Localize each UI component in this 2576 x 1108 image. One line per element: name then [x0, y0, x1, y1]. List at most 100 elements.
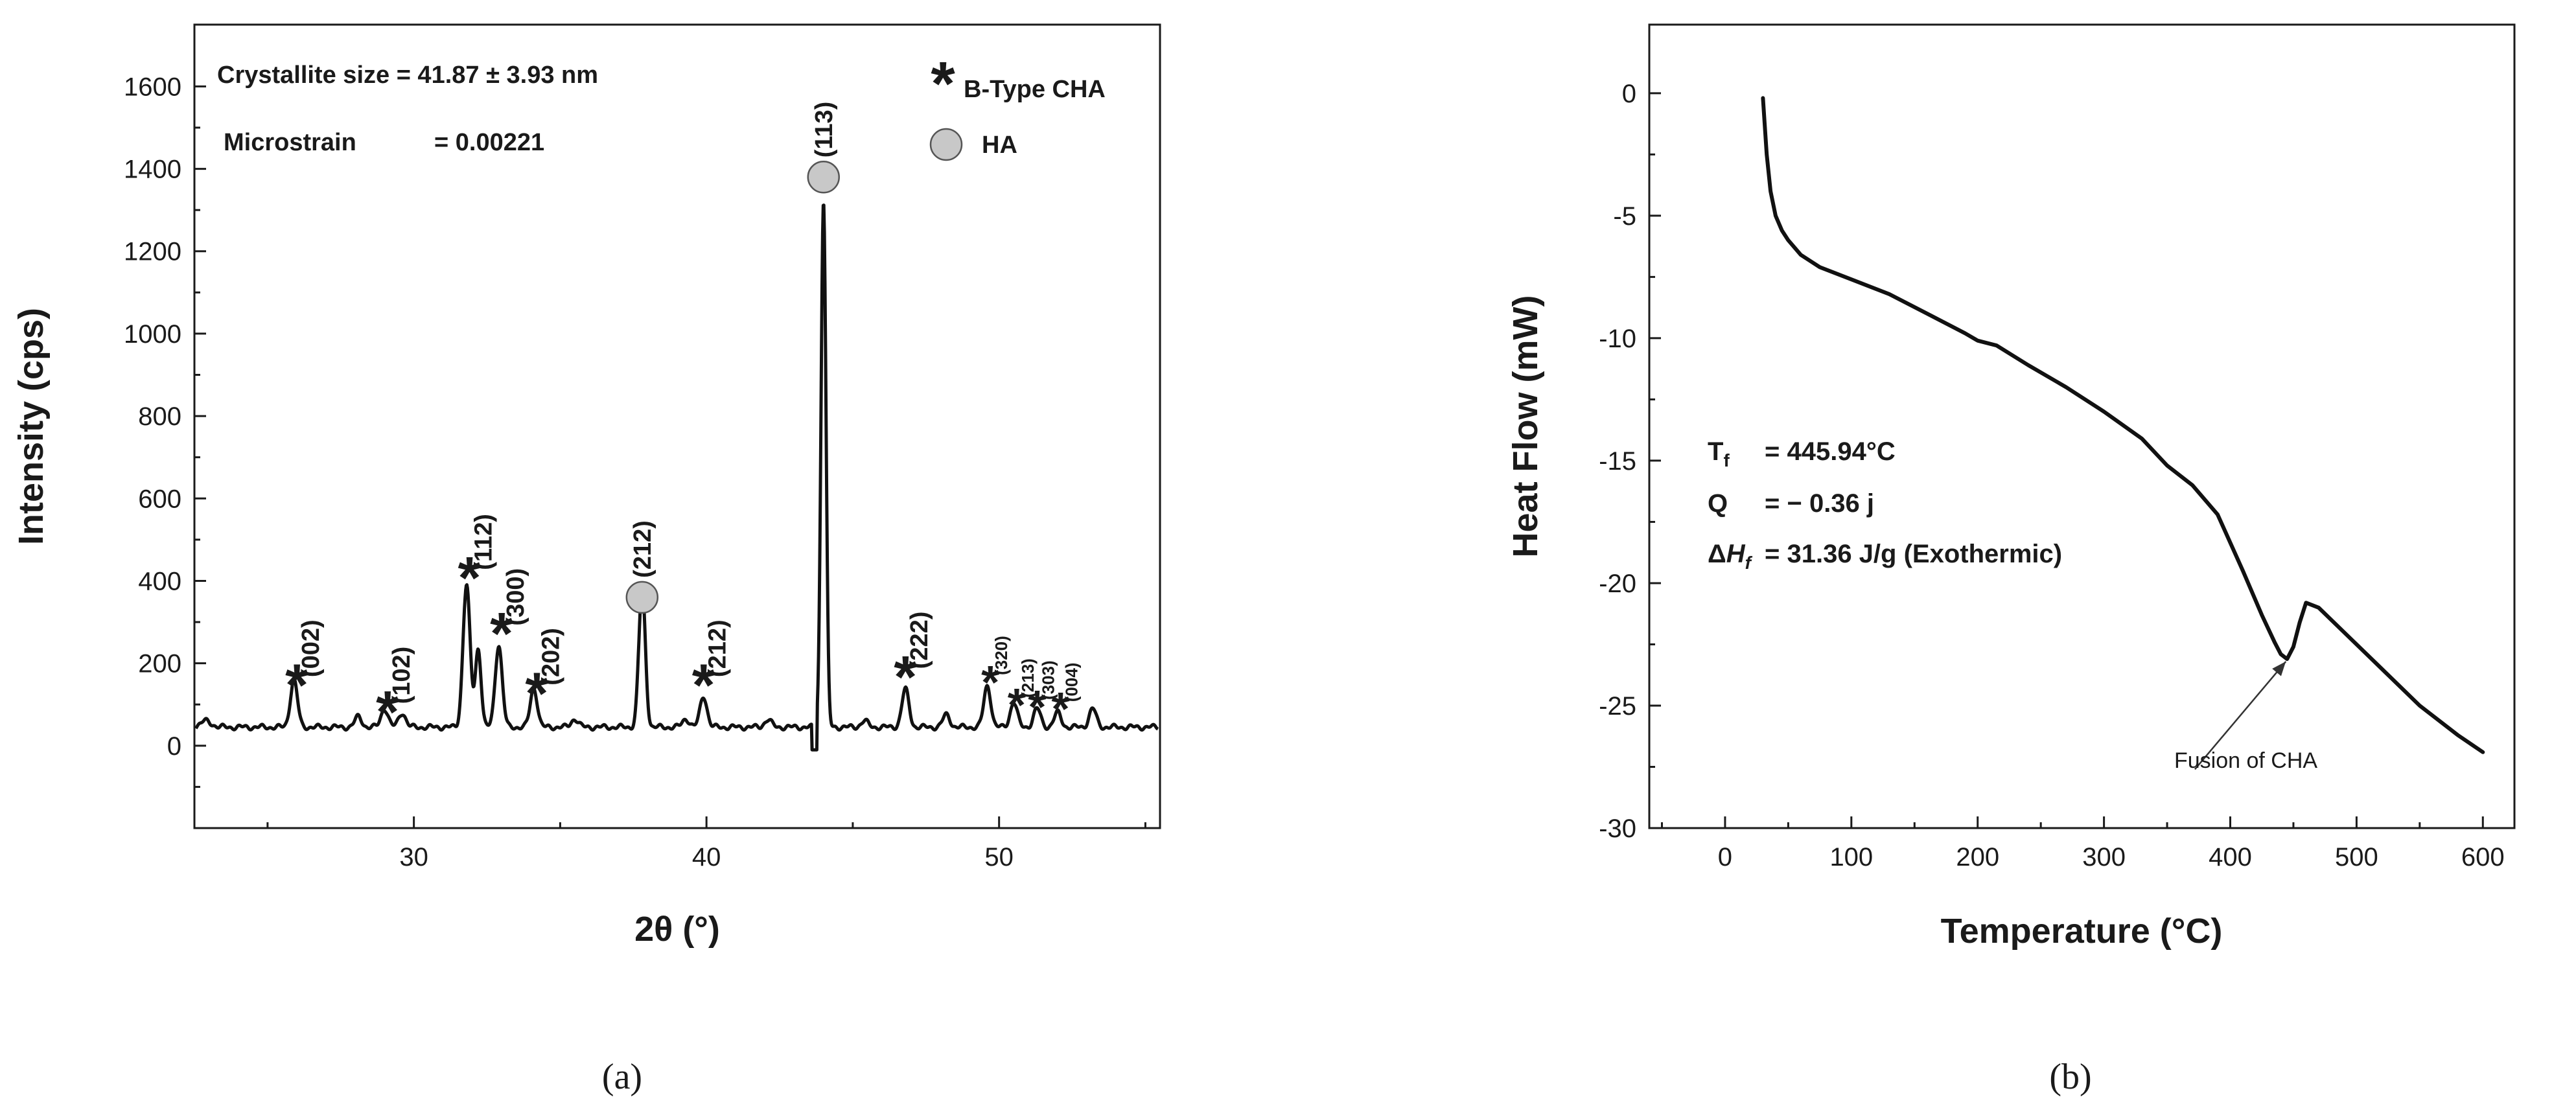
- cha-peak-marker: *: [458, 546, 482, 612]
- tf-annotation: Tf = 445.94°C: [1708, 437, 1896, 470]
- peak-label: *(320): [981, 636, 1011, 709]
- cha-peak-marker: *: [525, 661, 548, 727]
- peak-label: (212): [625, 520, 659, 614]
- enthalpy-annotation: ΔHf = 31.36 J/g (Exothermic): [1708, 540, 2062, 573]
- dh-h: H: [1726, 540, 1746, 568]
- xrd-y-tick-label: 1400: [124, 156, 181, 184]
- dsc-x-axis-ticks: 0 100 200 300 400 500 600: [1660, 816, 2505, 871]
- xrd-x-axis-title: 2θ (°): [634, 910, 720, 949]
- tf-value: = 445.94°C: [1765, 437, 1896, 466]
- dsc-heat-flow-line: [1761, 96, 2485, 754]
- xrd-y-tick-label: 400: [138, 567, 181, 595]
- xrd-y-tick-label: 0: [167, 732, 181, 761]
- xrd-y-tick-label: 1600: [124, 73, 181, 101]
- dsc-x-tick-label: 500: [2335, 843, 2378, 871]
- peak-hkl-label: (112): [470, 514, 497, 570]
- peak-hkl-label: (303): [1038, 660, 1058, 700]
- peak-label: *(102): [376, 647, 415, 746]
- dh-delta: Δ: [1708, 540, 1726, 568]
- tf-label: T: [1708, 437, 1723, 466]
- dsc-x-axis-title: Temperature (°C): [1941, 912, 2223, 951]
- q-annotation: Q = − 0.36 j: [1708, 489, 1874, 518]
- xrd-x-axis-ticks: 30 40 50: [266, 816, 1146, 871]
- peak-hkl-label: (113): [811, 102, 838, 158]
- fusion-annotation: Fusion of CHA: [2174, 748, 2317, 773]
- xrd-x-tick-label: 40: [692, 843, 721, 871]
- peak-hkl-label: (212): [704, 619, 732, 677]
- peak-hkl-label: (213): [1018, 658, 1038, 698]
- cha-peak-marker: *: [1051, 684, 1069, 735]
- peak-hkl-label: (320): [992, 636, 1011, 675]
- arrow-head-icon: [2272, 661, 2286, 676]
- xrd-x-tick-label: 30: [399, 843, 428, 871]
- dsc-chart: 0 -5 -10 -15 -20 -25 -30 0 100 200 300 400 500 600 T…: [1506, 23, 2516, 1097]
- peak-hkl-label: (102): [388, 647, 415, 704]
- xrd-y-tick-label: 600: [138, 485, 181, 513]
- peak-hkl-label: (202): [537, 628, 564, 686]
- dsc-x-tick-label: 400: [2209, 843, 2252, 871]
- peak-hkl-label: (222): [906, 612, 933, 669]
- cha-peak-marker: *: [376, 679, 399, 745]
- peak-hkl-label: (300): [502, 568, 529, 626]
- peak-label: *(004): [1051, 663, 1081, 736]
- asterisk-marker-icon: *: [931, 49, 955, 119]
- xrd-peak-labels: *(002)*(102)*(112)*(300)*(202)(212)*(212…: [285, 102, 1081, 746]
- legend: * B-Type CHA HA: [929, 49, 1106, 161]
- dsc-x-tick-label: 0: [1718, 843, 1732, 871]
- q-label: Q: [1708, 489, 1728, 518]
- cha-peak-marker: *: [1008, 680, 1026, 732]
- svg-text:Tf: Tf: [1708, 437, 1730, 470]
- panel-label-b: (b): [2049, 1057, 2091, 1097]
- dsc-plot-frame: [1648, 23, 2516, 829]
- cha-peak-marker: *: [1028, 682, 1046, 733]
- dsc-x-tick-label: 300: [2082, 843, 2126, 871]
- peak-hkl-label: (212): [629, 520, 656, 578]
- xrd-y-axis-title: Intensity (cps): [12, 308, 51, 545]
- microstrain-label: Microstrain: [224, 129, 356, 156]
- peak-label: *(213): [1008, 658, 1038, 732]
- xrd-y-tick-label: 1000: [124, 320, 181, 349]
- legend-b-type-cha: B-Type CHA: [964, 76, 1106, 103]
- peak-label: *(212): [692, 619, 732, 719]
- panel-label-a: (a): [602, 1057, 642, 1097]
- microstrain-value: = 0.00221: [434, 129, 544, 156]
- cha-peak-marker: *: [692, 652, 715, 719]
- dsc-y-tick-label: -20: [1599, 570, 1636, 598]
- peak-label: *(303): [1028, 660, 1058, 733]
- dsc-y-axis-title: Heat Flow (mW): [1506, 295, 1545, 558]
- peak-label: (113): [807, 102, 841, 194]
- q-value: = − 0.36 j: [1765, 489, 1874, 518]
- peak-label: *(112): [458, 514, 498, 612]
- arrow-line: [2194, 661, 2287, 770]
- dsc-x-tick-label: 600: [2461, 843, 2505, 871]
- dsc-x-tick-label: 200: [1956, 843, 1999, 871]
- peak-label: *(002): [285, 619, 325, 719]
- ha-peak-marker: [625, 581, 659, 614]
- peak-label: *(222): [894, 612, 933, 711]
- cha-peak-marker: *: [894, 644, 917, 710]
- cha-peak-marker: *: [981, 657, 999, 709]
- legend-ha: HA: [982, 132, 1017, 159]
- dsc-x-tick-label: 100: [1829, 843, 1873, 871]
- peak-label: *(202): [525, 628, 564, 727]
- dsc-y-axis-ticks: 0 -5 -10 -15 -20 -25 -30: [1599, 80, 1661, 843]
- peak-hkl-label: (004): [1062, 663, 1081, 702]
- xrd-y-tick-label: 800: [138, 402, 181, 431]
- ha-peak-marker: [807, 161, 841, 194]
- circle-marker-icon: [929, 128, 963, 161]
- tf-subscript: f: [1723, 450, 1730, 470]
- dsc-y-tick-label: -15: [1599, 447, 1636, 476]
- xrd-pattern-line: [194, 203, 1159, 752]
- cha-peak-marker: *: [490, 601, 513, 667]
- svg-text:ΔHf: ΔHf: [1708, 540, 1753, 573]
- xrd-x-tick-label: 50: [984, 843, 1014, 871]
- xrd-y-tick-label: 1200: [124, 238, 181, 266]
- fusion-arrow: [2194, 661, 2287, 770]
- dsc-y-tick-label: -30: [1599, 814, 1636, 843]
- peak-hkl-label: (002): [297, 619, 325, 677]
- dsc-y-tick-label: -10: [1599, 325, 1636, 353]
- dsc-y-tick-label: -5: [1613, 202, 1636, 231]
- xrd-y-tick-label: 200: [138, 650, 181, 678]
